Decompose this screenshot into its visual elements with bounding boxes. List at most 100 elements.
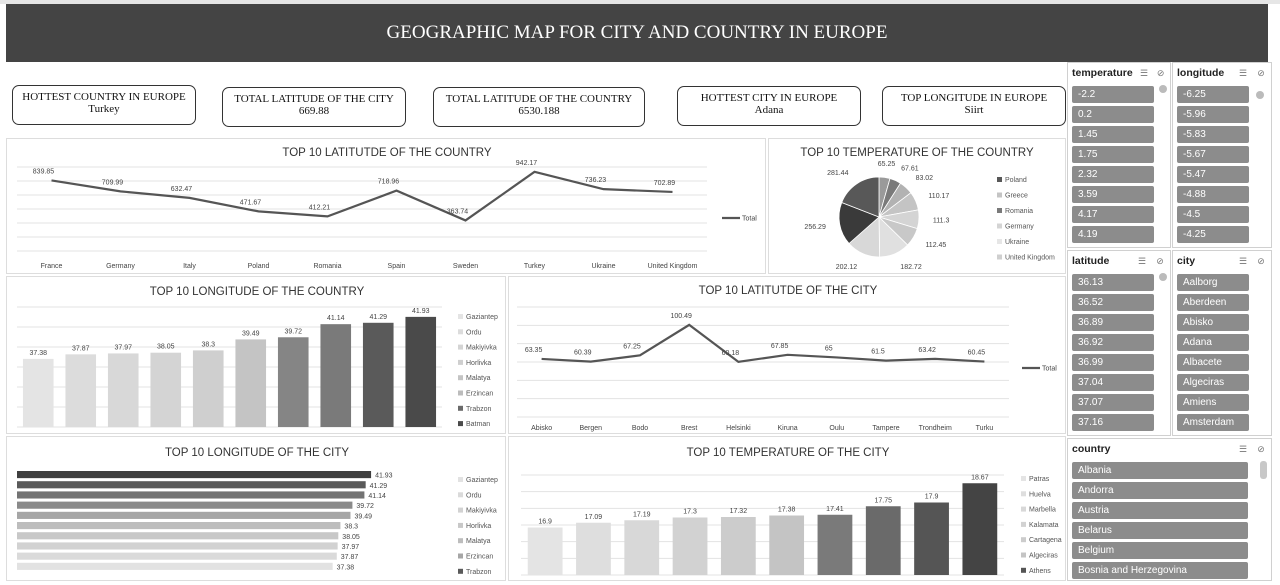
legend-swatch	[458, 375, 463, 381]
data-label: 41.29	[370, 483, 388, 490]
scrollbar-thumb[interactable]	[1159, 85, 1167, 93]
slicer-item[interactable]: Adana	[1177, 334, 1249, 351]
slicer-item[interactable]: 37.07	[1072, 394, 1154, 411]
chart-lon-city-svg: TOP 10 LONGITUDE OF THE CITY 41.93 41.29 41…	[17, 447, 498, 576]
slicer-item[interactable]: Austria	[1072, 502, 1248, 519]
legend-label: Malatya	[466, 538, 491, 545]
legend-swatch	[458, 421, 463, 427]
slicer-item[interactable]: 4.19	[1072, 226, 1154, 243]
bar	[17, 542, 338, 550]
slicer-item[interactable]: 36.13	[1072, 274, 1154, 291]
legend-swatch	[458, 492, 463, 498]
slicer-item[interactable]: 1.75	[1072, 146, 1154, 163]
clear-filter-icon[interactable]: ⊘	[1156, 256, 1164, 266]
data-label: 38.05	[342, 534, 360, 541]
data-label: 41.93	[412, 308, 430, 315]
multi-select-icon[interactable]: ☰	[1238, 68, 1248, 78]
data-label: 182.72	[900, 264, 922, 271]
x-tick-label: United Kingdom	[648, 263, 698, 270]
clear-filter-icon[interactable]: ⊘	[1257, 68, 1265, 78]
scrollbar-thumb[interactable]	[1159, 273, 1167, 281]
legend-label: Marbella	[1029, 507, 1056, 514]
bar	[107, 353, 139, 427]
kpi-hottest-country: HOTTEST COUNTRY IN EUROPE Turkey	[12, 85, 196, 125]
legend-label: Erzincan	[466, 391, 493, 398]
data-label: 110.17	[928, 193, 949, 200]
slicer-item[interactable]: -4.5	[1177, 206, 1249, 223]
slicer-item[interactable]: -2.2	[1072, 86, 1154, 103]
slicer-latitude: latitude ☰ ⊘ 36.13 36.52 36.89 36.92 36.99 37…	[1067, 250, 1171, 436]
slicer-item[interactable]: Amiens	[1177, 394, 1249, 411]
legend-label: Batman	[466, 421, 490, 428]
slicer-item[interactable]: -5.96	[1177, 106, 1249, 123]
data-label: 702.89	[654, 180, 676, 187]
slicer-item[interactable]: 36.99	[1072, 354, 1154, 371]
slicer-item[interactable]: Andorra	[1072, 482, 1248, 499]
slicer-item[interactable]: -4.25	[1177, 226, 1249, 243]
legend-label: Huelva	[1029, 491, 1051, 498]
slicer-item[interactable]: Belgium	[1072, 542, 1248, 559]
bar	[17, 501, 353, 509]
slicer-header: city ☰ ⊘	[1173, 251, 1271, 271]
legend-swatch	[1021, 567, 1026, 573]
legend-label: Gaziantep	[466, 314, 498, 321]
chart-lon-city: TOP 10 LONGITUDE OF THE CITY 41.93 41.29 41…	[6, 436, 506, 581]
clear-filter-icon[interactable]: ⊘	[1257, 444, 1265, 454]
clear-filter-icon[interactable]: ⊘	[1257, 256, 1265, 266]
data-label: 363.74	[447, 208, 469, 215]
scrollbar-thumb[interactable]	[1260, 461, 1267, 479]
data-label: 38.3	[344, 524, 358, 531]
slicer-item[interactable]: -5.67	[1177, 146, 1249, 163]
data-label: 65	[825, 345, 833, 352]
slicer-country: country ☰ ⊘ Albania Andorra Austria Belarus…	[1067, 438, 1272, 581]
data-label: 37.97	[342, 544, 360, 551]
bar	[235, 339, 267, 427]
legend-label: Total	[1042, 366, 1057, 373]
slicer-item[interactable]: 0.2	[1072, 106, 1154, 123]
slicer-item[interactable]: -4.88	[1177, 186, 1249, 203]
slicer-item[interactable]: Aberdeen	[1177, 294, 1249, 311]
slicer-item[interactable]: 37.04	[1072, 374, 1154, 391]
bar	[17, 532, 339, 540]
slicer-item[interactable]: -5.47	[1177, 166, 1249, 183]
multi-select-icon[interactable]: ☰	[1139, 68, 1149, 78]
slicer-item[interactable]: Abisko	[1177, 314, 1249, 331]
slicer-item[interactable]: 36.52	[1072, 294, 1154, 311]
chart-title: TOP 10 LATITUTDE OF THE CITY	[699, 285, 878, 297]
data-label: 60.18	[722, 350, 740, 357]
slicer-item[interactable]: 36.92	[1072, 334, 1154, 351]
legend-swatch	[1021, 491, 1026, 497]
x-tick-label: Oulu	[829, 425, 844, 432]
slicer-item[interactable]: Bosnia and Herzegovina	[1072, 562, 1248, 579]
bar	[576, 522, 611, 575]
legend-swatch	[1021, 521, 1026, 527]
slicer-item[interactable]: Albania	[1072, 462, 1248, 479]
chart-lon-country-svg: TOP 10 LONGITUDE OF THE COUNTRY 37.38 37.8…	[17, 286, 498, 428]
slicer-item[interactable]: 36.89	[1072, 314, 1154, 331]
slicer-item[interactable]: 3.59	[1072, 186, 1154, 203]
multi-select-icon[interactable]: ☰	[1137, 256, 1147, 266]
kpi-label: TOTAL LATITUDE OF THE COUNTRY	[445, 93, 633, 105]
legend-swatch	[1021, 552, 1026, 558]
slicer-item[interactable]: Belarus	[1072, 522, 1248, 539]
slicer-item[interactable]: -6.25	[1177, 86, 1249, 103]
chart-title: TOP 10 TEMPERATURE OF THE CITY	[687, 447, 890, 459]
slicer-item[interactable]: Albacete	[1177, 354, 1249, 371]
data-label: 17.41	[826, 506, 844, 513]
slicer-item[interactable]: -5.83	[1177, 126, 1249, 143]
slicer-item[interactable]: Amsterdam	[1177, 414, 1249, 431]
slicer-item[interactable]: Aalborg	[1177, 274, 1249, 291]
slicer-item[interactable]: 2.32	[1072, 166, 1154, 183]
spreadsheet-header-strip	[0, 0, 1280, 4]
clear-filter-icon[interactable]: ⊘	[1156, 68, 1165, 78]
slicer-item[interactable]: Algeciras	[1177, 374, 1249, 391]
scrollbar-thumb[interactable]	[1256, 91, 1264, 99]
chart-title: TOP 10 LONGITUDE OF THE CITY	[165, 447, 349, 459]
slicer-item[interactable]: 1.45	[1072, 126, 1154, 143]
slicer-item[interactable]: 4.17	[1072, 206, 1154, 223]
multi-select-icon[interactable]: ☰	[1238, 256, 1248, 266]
multi-select-icon[interactable]: ☰	[1238, 444, 1248, 454]
slicer-item[interactable]: 37.16	[1072, 414, 1154, 431]
slicer-city: city ☰ ⊘ Aalborg Aberdeen Abisko Adana Albac…	[1172, 250, 1272, 436]
legend-label: Erzincan	[466, 554, 493, 561]
